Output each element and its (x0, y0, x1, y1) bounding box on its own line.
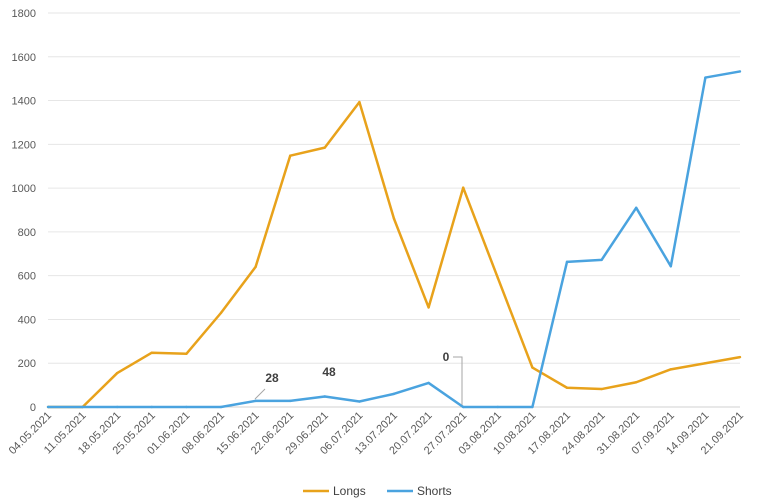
data-point-longs (185, 352, 188, 356)
data-point-longs (323, 146, 326, 149)
y-tick-label: 1000 (12, 183, 36, 195)
y-tick-label: 1400 (12, 96, 36, 108)
legend: Longs Shorts (303, 484, 452, 498)
series-lines (46, 70, 742, 409)
data-point-longs (358, 100, 361, 104)
data-point-longs (392, 217, 396, 220)
data-point-shorts (81, 405, 84, 409)
data-point-shorts (358, 400, 361, 403)
data-point-longs (150, 351, 153, 354)
y-tick-label: 400 (18, 314, 36, 326)
y-tick-label: 1200 (12, 139, 36, 151)
y-axis: 0 200 400 600 800 1000 1200 1400 1600 1800 (12, 8, 36, 414)
y-tick-label: 800 (18, 227, 36, 239)
data-point-shorts (219, 405, 223, 409)
data-point-shorts (392, 392, 396, 396)
data-point-longs (462, 186, 465, 189)
data-point-longs (635, 381, 638, 384)
data-point-longs (116, 371, 119, 375)
y-tick-label: 1600 (12, 52, 36, 64)
data-point-longs (600, 387, 603, 391)
x-axis: 04.05.202111.05.202118.05.202125.05.2021… (7, 410, 746, 457)
data-point-shorts (254, 399, 257, 403)
data-label: 0 (443, 350, 450, 364)
data-point-longs (738, 355, 742, 359)
data-point-longs (496, 276, 499, 280)
data-point-shorts (185, 405, 188, 409)
data-point-shorts (462, 405, 465, 409)
legend-label-longs: Longs (333, 484, 366, 498)
data-point-shorts (323, 395, 326, 398)
data-point-longs (254, 265, 257, 269)
data-point-shorts (496, 405, 499, 409)
data-point-shorts (289, 399, 292, 403)
data-point-longs (669, 368, 672, 371)
data-point-longs (219, 311, 223, 315)
data-point-shorts (600, 258, 603, 262)
data-label: 28 (265, 371, 279, 385)
data-point-shorts (669, 265, 672, 268)
y-tick-label: 600 (18, 271, 36, 283)
legend-label-shorts: Shorts (417, 484, 452, 498)
data-point-shorts (565, 260, 569, 264)
data-point-shorts (635, 206, 638, 210)
data-point-longs (531, 366, 534, 369)
data-point-longs (427, 306, 430, 309)
data-point-shorts (150, 405, 153, 409)
data-point-longs (565, 386, 569, 389)
data-point-longs (289, 154, 292, 157)
data-point-shorts (427, 381, 430, 385)
gridlines (48, 12, 740, 408)
data-label-leader (254, 388, 266, 400)
series-line-shorts (48, 70, 741, 409)
data-label-leader (453, 356, 463, 405)
data-point-shorts (738, 70, 742, 73)
y-tick-label: 1800 (12, 8, 36, 20)
data-labels: 28 48 0 (254, 350, 463, 405)
data-label: 48 (322, 365, 336, 379)
data-point-shorts (46, 405, 50, 409)
y-tick-label: 200 (18, 358, 36, 370)
data-point-shorts (116, 405, 119, 409)
y-tick-label: 0 (30, 402, 36, 414)
series-line-longs (48, 100, 741, 409)
data-point-shorts (531, 405, 534, 409)
data-point-shorts (704, 76, 707, 79)
data-point-longs (704, 362, 707, 365)
